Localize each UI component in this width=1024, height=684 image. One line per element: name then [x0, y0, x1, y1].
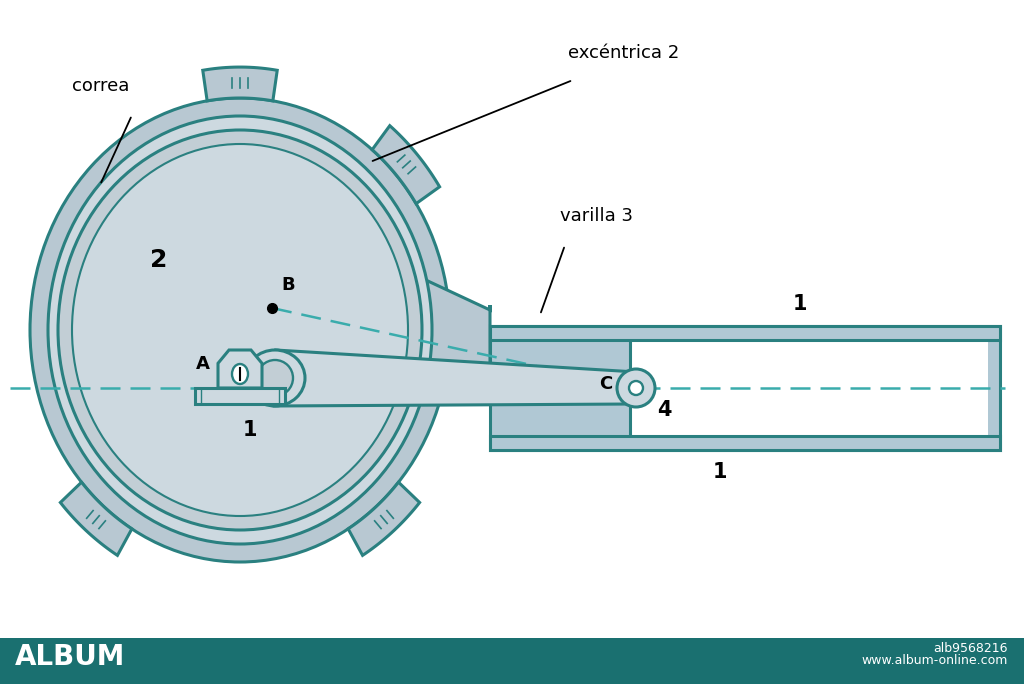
Polygon shape: [490, 326, 1000, 340]
Text: correa: correa: [72, 77, 129, 95]
Ellipse shape: [58, 130, 422, 530]
Polygon shape: [372, 126, 439, 204]
Polygon shape: [0, 638, 1024, 684]
Polygon shape: [490, 436, 1000, 450]
Ellipse shape: [245, 350, 305, 406]
Text: varilla 3: varilla 3: [560, 207, 633, 225]
Circle shape: [257, 360, 293, 396]
Ellipse shape: [30, 98, 450, 562]
Circle shape: [629, 381, 643, 395]
Ellipse shape: [48, 116, 432, 544]
Polygon shape: [490, 326, 1000, 450]
Text: 4: 4: [656, 400, 672, 420]
Text: alb9568216: alb9568216: [934, 642, 1008, 655]
Polygon shape: [203, 67, 278, 101]
Polygon shape: [60, 482, 132, 555]
Ellipse shape: [232, 364, 248, 384]
Text: C: C: [599, 375, 612, 393]
Text: A: A: [197, 355, 210, 373]
Text: 1: 1: [243, 420, 257, 440]
Text: 1: 1: [713, 462, 727, 482]
Text: excéntrica 2: excéntrica 2: [568, 44, 679, 62]
Polygon shape: [415, 275, 490, 405]
Circle shape: [617, 369, 655, 407]
Polygon shape: [195, 388, 285, 404]
Polygon shape: [218, 350, 262, 388]
Text: B: B: [281, 276, 295, 294]
Polygon shape: [348, 482, 420, 555]
Polygon shape: [274, 350, 637, 406]
Text: ALBUM: ALBUM: [15, 643, 125, 671]
Text: 1: 1: [793, 294, 807, 314]
Text: 2: 2: [150, 248, 167, 272]
Text: www.album-online.com: www.album-online.com: [861, 655, 1008, 668]
Polygon shape: [630, 340, 988, 436]
Ellipse shape: [72, 144, 408, 516]
